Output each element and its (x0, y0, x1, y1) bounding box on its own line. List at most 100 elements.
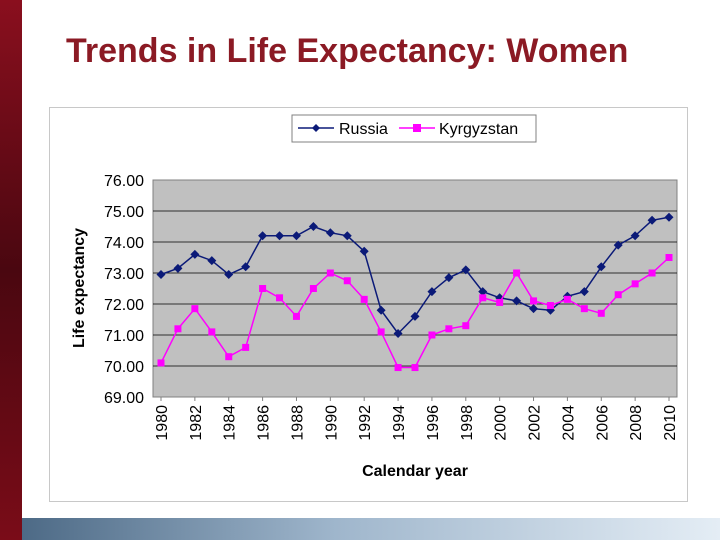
data-point-kyrgyzstan (462, 322, 470, 330)
data-point-russia (224, 270, 234, 280)
data-point-kyrgyzstan (191, 305, 199, 313)
y-tick-label: 69.00 (104, 390, 144, 407)
line-chart: Russia Kyrgyzstan 69.00 70.00 71.00 72.00 73… (71, 114, 679, 480)
data-point-kyrgyzstan (394, 364, 402, 372)
data-point-kyrgyzstan (445, 325, 453, 333)
data-point-russia (325, 228, 335, 238)
chart-frame: Russia Kyrgyzstan 69.00 70.00 71.00 72.00 73… (49, 107, 688, 502)
data-point-russia (478, 287, 488, 297)
y-tick-label: 74.00 (104, 235, 144, 252)
data-point-kyrgyzstan (225, 353, 233, 361)
x-tick-label: 1984 (222, 405, 239, 441)
data-point-russia (529, 304, 539, 314)
data-point-kyrgyzstan (530, 297, 538, 305)
data-point-russia (275, 231, 285, 241)
x-tick-label: 1998 (459, 405, 476, 441)
data-point-russia (207, 256, 217, 266)
data-point-kyrgyzstan (208, 328, 216, 336)
x-tick-label: 1988 (289, 405, 306, 441)
legend-label-kyrgyzstan: Kyrgyzstan (439, 121, 518, 138)
data-point-kyrgyzstan (411, 364, 419, 372)
y-tick-label: 72.00 (104, 297, 144, 314)
data-point-russia (376, 305, 386, 315)
x-tick-label: 2006 (594, 405, 611, 441)
y-tick-label: 75.00 (104, 204, 144, 221)
data-point-kyrgyzstan (157, 359, 165, 367)
y-axis-ticks: 69.00 70.00 71.00 72.00 73.00 74.00 75.00 76.00 (104, 173, 144, 407)
data-point-russia (512, 296, 522, 306)
data-point-kyrgyzstan (292, 312, 300, 320)
plot-area (152, 179, 678, 398)
y-tick-label: 70.00 (104, 359, 144, 376)
y-tick-label: 71.00 (104, 328, 144, 345)
series-layer (156, 212, 674, 372)
x-tick-label: 1992 (357, 405, 374, 441)
legend-square-marker (413, 124, 421, 132)
legend-label-russia: Russia (339, 121, 388, 138)
data-point-russia (630, 231, 640, 241)
data-point-russia (410, 311, 420, 321)
x-axis-ticks: 1980 1982 1984 1986 1988 1990 1992 1994 1996 1998… (154, 397, 679, 441)
y-tick-label: 76.00 (104, 173, 144, 190)
series-kyrgyzstan (157, 254, 673, 372)
legend: Russia Kyrgyzstan (291, 114, 537, 143)
data-point-kyrgyzstan (174, 325, 182, 333)
data-point-russia (190, 249, 200, 259)
data-point-kyrgyzstan (360, 295, 368, 303)
data-point-kyrgyzstan (648, 269, 656, 277)
x-tick-label: 2002 (527, 405, 544, 441)
data-point-russia (342, 231, 352, 241)
data-point-kyrgyzstan (276, 294, 284, 302)
data-point-russia (579, 287, 589, 297)
data-point-russia (613, 240, 623, 250)
data-point-kyrgyzstan (259, 285, 267, 292)
data-point-kyrgyzstan (242, 343, 250, 351)
data-point-russia (596, 262, 606, 272)
data-point-kyrgyzstan (563, 295, 571, 303)
x-tick-label: 1996 (425, 405, 442, 441)
legend-item-kyrgyzstan: Kyrgyzstan (399, 121, 518, 138)
data-point-russia (308, 222, 318, 231)
legend-diamond-marker (312, 124, 320, 132)
data-point-kyrgyzstan (513, 269, 521, 277)
x-tick-label: 1982 (188, 405, 205, 441)
slide-title: Trends in Life Expectancy: Women (66, 32, 629, 70)
data-point-kyrgyzstan (597, 309, 605, 317)
series-russia (156, 212, 674, 338)
data-point-russia (427, 287, 437, 297)
data-point-russia (647, 215, 657, 225)
data-point-russia (173, 263, 183, 273)
data-point-russia (664, 212, 674, 222)
data-point-russia (291, 231, 301, 241)
data-point-kyrgyzstan (631, 280, 639, 288)
y-axis-title: Life expectancy (71, 228, 88, 348)
data-point-kyrgyzstan (546, 302, 554, 310)
data-point-russia (241, 262, 251, 272)
data-point-kyrgyzstan (665, 254, 673, 261)
x-tick-label: 1986 (256, 405, 273, 441)
data-point-kyrgyzstan (580, 305, 588, 313)
x-tick-label: 2008 (628, 405, 645, 441)
legend-item-russia: Russia (298, 121, 388, 138)
x-tick-label: 2010 (662, 405, 679, 441)
data-point-russia (444, 273, 454, 283)
x-axis-title: Calendar year (362, 463, 468, 480)
data-point-russia (156, 270, 166, 280)
data-point-kyrgyzstan (614, 291, 622, 299)
data-point-kyrgyzstan (377, 328, 385, 336)
x-tick-label: 1994 (391, 405, 408, 441)
bottom-gradient-bar (22, 518, 720, 540)
y-tick-label: 73.00 (104, 266, 144, 283)
data-point-kyrgyzstan (428, 331, 436, 339)
x-tick-label: 2000 (493, 405, 510, 441)
x-tick-label: 1980 (154, 405, 171, 441)
data-point-kyrgyzstan (326, 269, 334, 277)
data-point-russia (359, 246, 369, 256)
data-point-kyrgyzstan (309, 285, 317, 292)
data-point-kyrgyzstan (479, 294, 487, 302)
x-tick-label: 2004 (560, 405, 577, 441)
data-point-russia (393, 328, 403, 338)
data-point-russia (461, 265, 471, 275)
data-point-kyrgyzstan (343, 277, 351, 285)
x-tick-label: 1990 (323, 405, 340, 441)
